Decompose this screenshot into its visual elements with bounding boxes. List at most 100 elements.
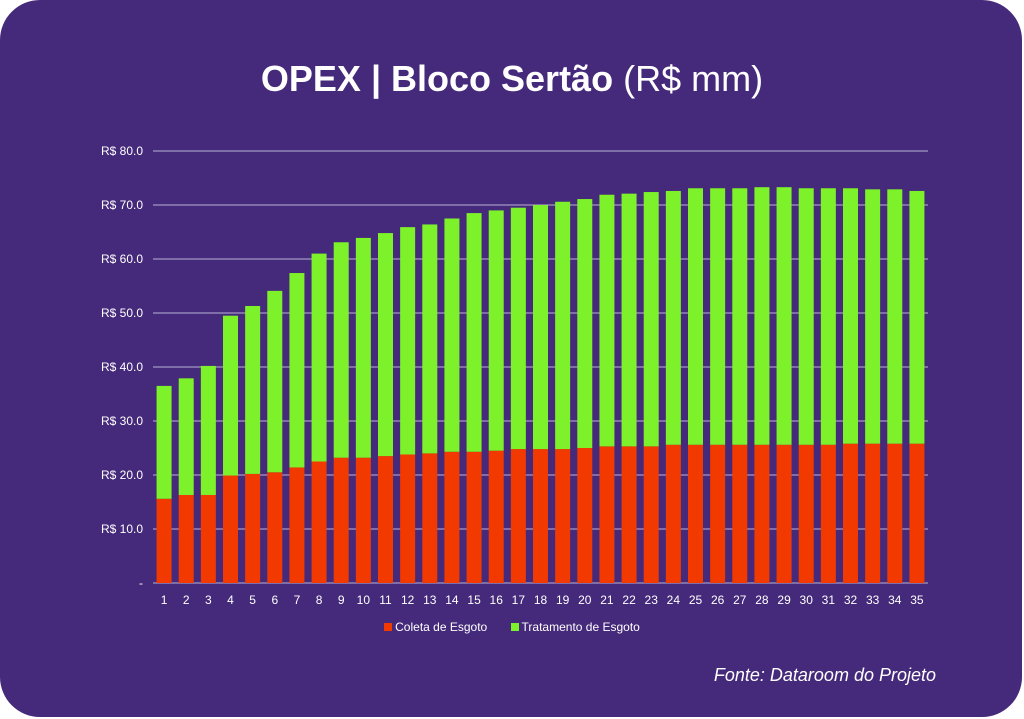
bar-tratamento [754, 187, 770, 445]
x-tick-label: 20 [578, 593, 592, 607]
x-tick-label: 19 [556, 593, 570, 607]
bar-coleta [355, 457, 371, 583]
bar-coleta [378, 456, 393, 583]
y-tick-label: R$ 10.0 [101, 522, 143, 536]
x-tick-label: 25 [689, 593, 703, 607]
bar-coleta [754, 444, 770, 583]
bar-tratamento [865, 189, 881, 444]
bar-coleta [156, 498, 172, 583]
x-tick-label: 2 [183, 593, 190, 607]
bar-coleta [820, 444, 836, 583]
x-tick-label: 21 [600, 593, 614, 607]
legend: Coleta de Esgoto Tratamento de Esgoto [0, 620, 1024, 634]
x-tick-label: 5 [249, 593, 256, 607]
bar-coleta [533, 449, 548, 583]
title-bold: OPEX | Bloco Sertão [260, 58, 614, 99]
bar-tratamento [732, 188, 748, 445]
bar-coleta [798, 444, 814, 583]
bar-tratamento [621, 193, 637, 447]
bar-tratamento [178, 378, 194, 495]
x-tick-label: 34 [888, 593, 902, 607]
y-tick-label: R$ 50.0 [101, 306, 143, 320]
bar-tratamento [510, 207, 526, 450]
bar-coleta [621, 446, 637, 583]
bar-tratamento [710, 188, 726, 445]
x-tick-label: 29 [777, 593, 791, 607]
bar-coleta [776, 444, 792, 583]
x-tick-label: 15 [467, 593, 481, 607]
bar-coleta [510, 449, 526, 583]
bar-tratamento [555, 201, 571, 450]
bar-coleta [400, 454, 416, 583]
x-tick-label: 32 [844, 593, 858, 607]
x-tick-label: 12 [401, 593, 415, 607]
bar-tratamento [776, 187, 792, 445]
bar-tratamento [599, 194, 615, 447]
bar-coleta [245, 473, 261, 583]
legend-item-tratamento: Tratamento de Esgoto [510, 620, 640, 634]
y-tick-label: R$ 60.0 [101, 252, 143, 266]
x-tick-label: 3 [205, 593, 212, 607]
x-tick-label: 14 [445, 593, 459, 607]
bar-tratamento [533, 205, 548, 450]
x-tick-label: 11 [379, 593, 392, 607]
bar-tratamento [688, 188, 703, 445]
y-tick-label: R$ 70.0 [101, 198, 143, 212]
bar-tratamento [466, 213, 482, 452]
bar-tratamento [488, 210, 504, 451]
bar-tratamento [444, 218, 460, 452]
bar-tratamento [223, 315, 238, 476]
x-tick-label: 27 [733, 593, 747, 607]
bar-tratamento [820, 188, 836, 445]
x-tick-label: 33 [866, 593, 880, 607]
bar-coleta [200, 494, 216, 583]
x-tick-label: 24 [667, 593, 681, 607]
bar-tratamento [311, 253, 327, 462]
bar-tratamento [577, 199, 593, 448]
x-tick-label: 17 [512, 593, 526, 607]
bar-coleta [311, 461, 327, 583]
x-tick-label: 18 [534, 593, 548, 607]
y-tick-label: R$ 30.0 [101, 414, 143, 428]
bar-coleta [289, 467, 305, 583]
bar-tratamento [245, 305, 261, 474]
bar-coleta [267, 472, 283, 583]
bar-coleta [865, 443, 881, 583]
chart-title: OPEX | Bloco Sertão (R$ mm) [0, 58, 1024, 100]
x-tick-label: 4 [227, 593, 234, 607]
x-tick-label: 6 [271, 593, 278, 607]
bar-coleta [732, 444, 748, 583]
bar-coleta [488, 450, 504, 583]
bar-coleta [843, 443, 858, 583]
x-tick-label: 31 [822, 593, 836, 607]
bar-coleta [223, 475, 238, 583]
bar-coleta [688, 444, 703, 583]
bar-tratamento [267, 290, 283, 473]
bar-coleta [555, 449, 571, 583]
x-tick-label: 22 [622, 593, 636, 607]
x-tick-label: 1 [161, 593, 168, 607]
bar-tratamento [798, 188, 814, 445]
x-tick-label: 16 [490, 593, 504, 607]
y-tick-label: R$ 40.0 [101, 360, 143, 374]
bar-tratamento [422, 224, 438, 454]
bar-tratamento [665, 190, 681, 445]
bar-tratamento [355, 237, 371, 458]
x-tick-label: 35 [910, 593, 924, 607]
bar-coleta [333, 457, 349, 583]
x-tick-label: 30 [800, 593, 814, 607]
bar-tratamento [156, 385, 172, 499]
bar-tratamento [378, 233, 393, 457]
title-unit: (R$ mm) [623, 58, 764, 99]
bar-coleta [909, 443, 925, 583]
bar-tratamento [843, 188, 858, 444]
bar-coleta [710, 444, 726, 583]
bar-tratamento [333, 242, 349, 458]
x-tick-label: 10 [357, 593, 371, 607]
x-tick-label: 7 [294, 593, 301, 607]
source-note: Fonte: Dataroom do Projeto [713, 665, 936, 685]
legend-swatch [510, 623, 519, 631]
x-tick-label: 9 [338, 593, 345, 607]
bar-coleta [887, 443, 903, 583]
